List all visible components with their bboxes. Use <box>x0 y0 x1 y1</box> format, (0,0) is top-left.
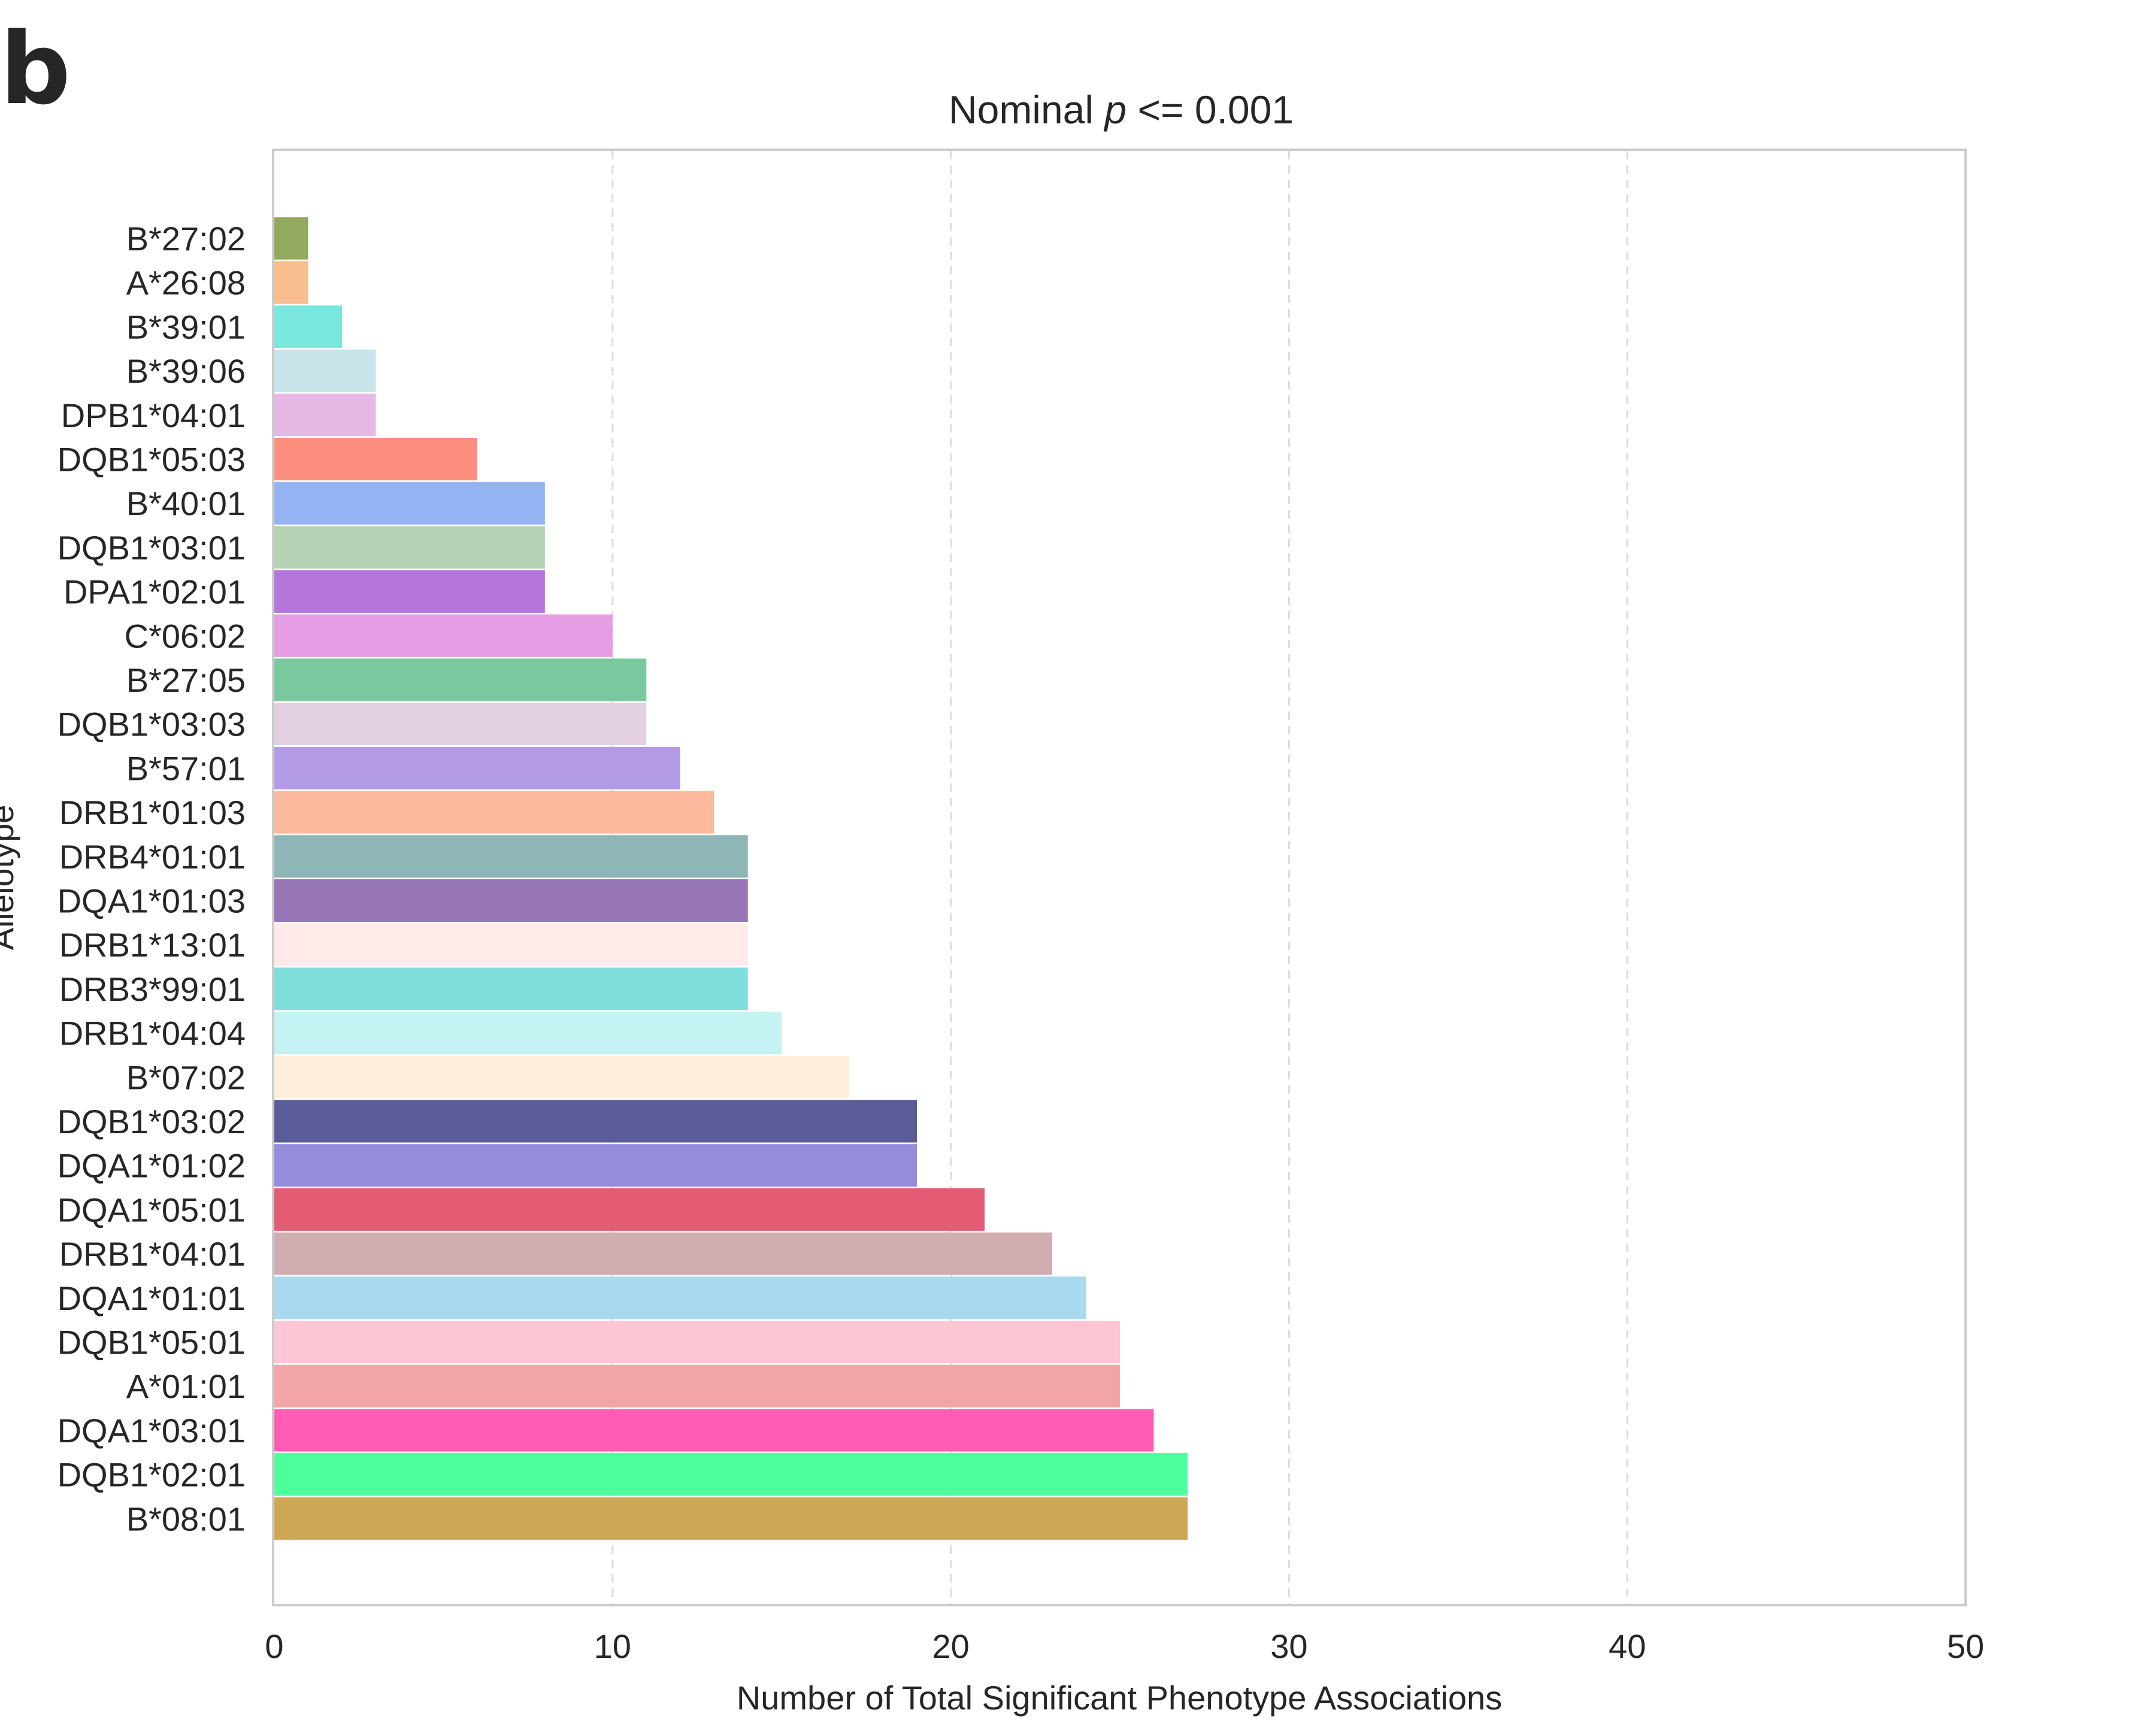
y-tick-label: DQB1*03:03 <box>57 706 246 743</box>
title-suffix: <= 0.001 <box>1127 87 1294 132</box>
plot-frame <box>272 149 1967 1606</box>
bar <box>274 703 647 746</box>
y-axis-label: Allelotype <box>0 805 20 951</box>
y-tick-label: DPB1*04:01 <box>61 397 246 434</box>
y-tick-label: B*40:01 <box>126 485 246 522</box>
y-tick-label: B*08:01 <box>126 1500 246 1538</box>
bar <box>274 1144 917 1187</box>
y-tick-label: B*27:02 <box>126 220 246 258</box>
bar <box>274 1100 917 1143</box>
x-tick-label: 50 <box>1947 1627 1984 1665</box>
y-tick-label: DQA1*03:01 <box>57 1412 246 1449</box>
x-tick-label: 0 <box>265 1627 283 1665</box>
bar <box>274 1409 1154 1452</box>
bar <box>274 394 376 437</box>
y-tick-label: DQA1*05:01 <box>57 1191 246 1228</box>
x-tick-label: 20 <box>932 1627 969 1665</box>
chart-title: Nominal p <= 0.001 <box>949 87 1294 132</box>
bar <box>274 1055 850 1098</box>
bar <box>274 835 748 878</box>
y-tick-label: DQB1*02:01 <box>57 1456 246 1494</box>
title-prefix: Nominal <box>949 87 1104 132</box>
bar <box>274 217 308 260</box>
bar <box>274 1232 1053 1275</box>
panel-label: b <box>0 11 71 126</box>
y-tick-label: DPA1*02:01 <box>63 573 246 611</box>
x-tick-label: 30 <box>1270 1627 1307 1665</box>
y-tick-label: DQB1*05:01 <box>57 1324 246 1361</box>
y-tick-label: DQB1*03:02 <box>57 1103 246 1140</box>
y-tick-label: B*39:01 <box>126 308 246 346</box>
y-tick-label: A*26:08 <box>126 264 246 302</box>
bar <box>274 1453 1188 1496</box>
bar <box>274 1012 782 1055</box>
bar <box>274 1276 1086 1320</box>
bars <box>274 217 1188 1540</box>
y-tick-labels: B*27:02 A*26:08 B*39:01 B*39:06 DPB1*04:01 DQ… <box>57 220 246 1538</box>
title-italic-p: p <box>1103 87 1127 132</box>
bar <box>274 570 545 613</box>
x-tick-label: 40 <box>1609 1627 1646 1665</box>
bar <box>274 1321 1120 1363</box>
y-tick-label: B*39:06 <box>126 352 246 390</box>
bar <box>274 614 613 657</box>
bar <box>274 746 680 789</box>
bar <box>274 923 748 966</box>
x-tick-label: 10 <box>594 1627 631 1665</box>
x-tick-labels: 0 10 20 30 40 50 <box>265 1627 1984 1665</box>
y-tick-label: A*01:01 <box>126 1367 246 1405</box>
y-tick-label: B*27:05 <box>126 661 246 699</box>
bar <box>274 482 545 525</box>
y-tick-label: DRB1*04:04 <box>59 1015 246 1052</box>
y-tick-label: DQB1*03:01 <box>57 529 246 567</box>
bar <box>274 1364 1120 1408</box>
bar <box>274 1497 1188 1540</box>
bar <box>274 349 376 392</box>
y-tick-label: DQA1*01:02 <box>57 1147 246 1185</box>
bar <box>274 658 647 701</box>
bar <box>274 526 545 569</box>
y-tick-label: DRB1*13:01 <box>59 926 246 964</box>
y-tick-label: B*07:02 <box>126 1058 246 1096</box>
bar <box>274 879 748 922</box>
y-tick-label: DRB3*99:01 <box>59 970 246 1008</box>
bar <box>274 261 308 304</box>
y-tick-label: C*06:02 <box>125 617 246 655</box>
bar <box>274 438 477 480</box>
bar <box>274 791 714 834</box>
y-tick-label: DRB1*01:03 <box>59 794 246 831</box>
y-tick-label: DQA1*01:01 <box>57 1279 246 1317</box>
y-tick-label: DRB4*01:01 <box>59 838 246 876</box>
x-axis-label: Number of Total Significant Phenotype As… <box>737 1679 1502 1717</box>
bar <box>274 967 748 1010</box>
y-tick-label: DRB1*04:01 <box>59 1235 246 1273</box>
y-tick-label: DQA1*01:03 <box>57 882 246 920</box>
y-tick-label: DQB1*05:03 <box>57 441 246 479</box>
bar <box>274 1188 985 1231</box>
y-tick-label: B*57:01 <box>126 749 246 787</box>
bar <box>274 305 342 348</box>
